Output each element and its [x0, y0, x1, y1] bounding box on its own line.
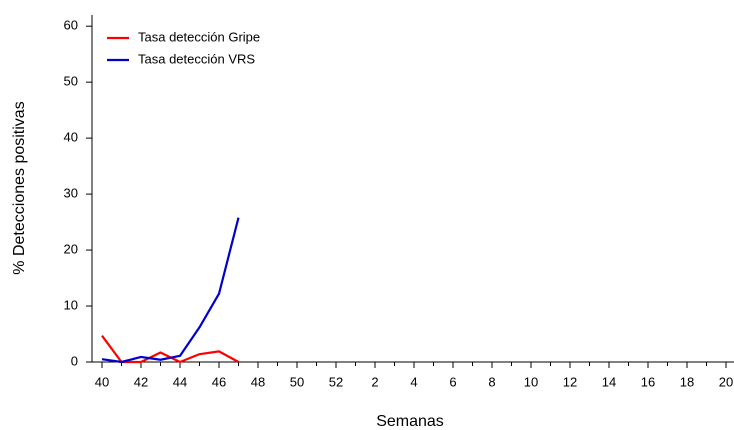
y-tick-label: 30 [64, 186, 78, 201]
x-tick-label: 14 [602, 374, 616, 389]
x-tick-label: 12 [563, 374, 577, 389]
y-tick-label: 0 [71, 353, 78, 368]
x-tick-label: 10 [524, 374, 538, 389]
x-tick-label: 52 [329, 374, 343, 389]
x-tick-label: 18 [680, 374, 694, 389]
x-axis-title: Semanas [376, 413, 444, 430]
y-tick-label: 50 [64, 74, 78, 89]
x-tick-label: 4 [410, 374, 417, 389]
y-axis-title: % Detecciones positivas [11, 101, 28, 274]
x-tick-label: 20 [719, 374, 733, 389]
y-tick-label: 20 [64, 242, 78, 257]
x-tick-label: 6 [449, 374, 456, 389]
y-tick-label: 10 [64, 297, 78, 312]
legend-label: Tasa detección VRS [138, 51, 255, 66]
x-tick-label: 16 [641, 374, 655, 389]
x-tick-label: 44 [173, 374, 187, 389]
x-tick-label: 48 [251, 374, 265, 389]
legend-label: Tasa detección Gripe [138, 29, 260, 44]
x-tick-label: 8 [488, 374, 495, 389]
x-tick-label: 42 [134, 374, 148, 389]
x-tick-label: 2 [371, 374, 378, 389]
x-tick-label: 46 [212, 374, 226, 389]
x-tick-label: 50 [290, 374, 304, 389]
series-line [101, 217, 240, 364]
x-tick-label: 40 [95, 374, 109, 389]
y-tick-label: 60 [64, 18, 78, 33]
y-tick-label: 40 [64, 130, 78, 145]
